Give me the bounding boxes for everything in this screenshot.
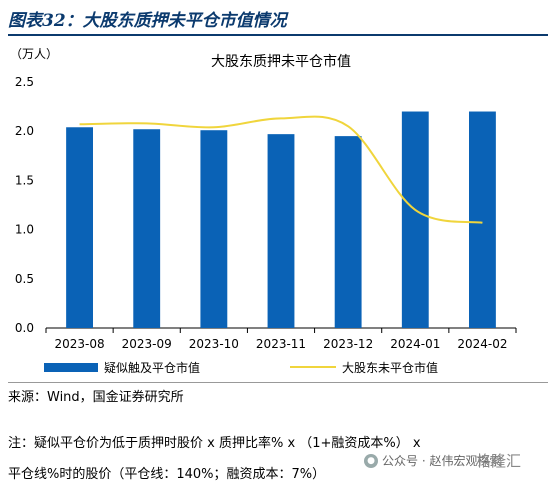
y-tick-label: 0.0	[15, 321, 34, 335]
x-tick-label: 2024-01	[390, 337, 440, 351]
y-tick-label: 1.0	[15, 223, 34, 237]
bar	[335, 136, 362, 328]
chart-title: 大股东质押未平仓市值	[211, 53, 351, 70]
bar	[200, 130, 227, 328]
y-tick-label: 1.5	[15, 173, 34, 187]
brand-logo-text: 格隆汇	[476, 450, 521, 471]
bar	[469, 112, 496, 328]
bar	[268, 134, 295, 328]
bar	[402, 112, 429, 328]
figure-title: 图表32：大股东质押未平仓市值情况	[8, 6, 287, 31]
y-tick-label: 2.0	[15, 124, 34, 138]
x-tick-label: 2023-10	[189, 337, 239, 351]
source-text: 来源：Wind，国金证券研究所	[8, 386, 184, 405]
legend-bar-swatch	[44, 363, 98, 372]
x-tick-label: 2023-11	[256, 337, 306, 351]
chart: 大股东质押未平仓市值 （万人） 0.0 0.5 1.0 1.5 2.0 2.5 2023-08 2…	[0, 36, 553, 382]
y-tick-label: 0.5	[15, 272, 34, 286]
x-tick-label: 2023-12	[323, 337, 373, 351]
y-tick-label: 2.5	[15, 75, 34, 89]
wechat-icon: ●	[364, 454, 378, 468]
x-tick-label: 2023-08	[55, 337, 105, 351]
x-tick-label: 2024-02	[457, 337, 507, 351]
bar	[133, 129, 160, 328]
legend-line-label: 大股东未平仓市值	[342, 360, 438, 375]
y-unit-label: （万人）	[10, 47, 58, 61]
x-tick-label: 2023-09	[122, 337, 172, 351]
bar	[66, 127, 93, 328]
legend-bar-label: 疑似触及平仓市值	[104, 360, 200, 375]
source-divider	[8, 382, 548, 383]
